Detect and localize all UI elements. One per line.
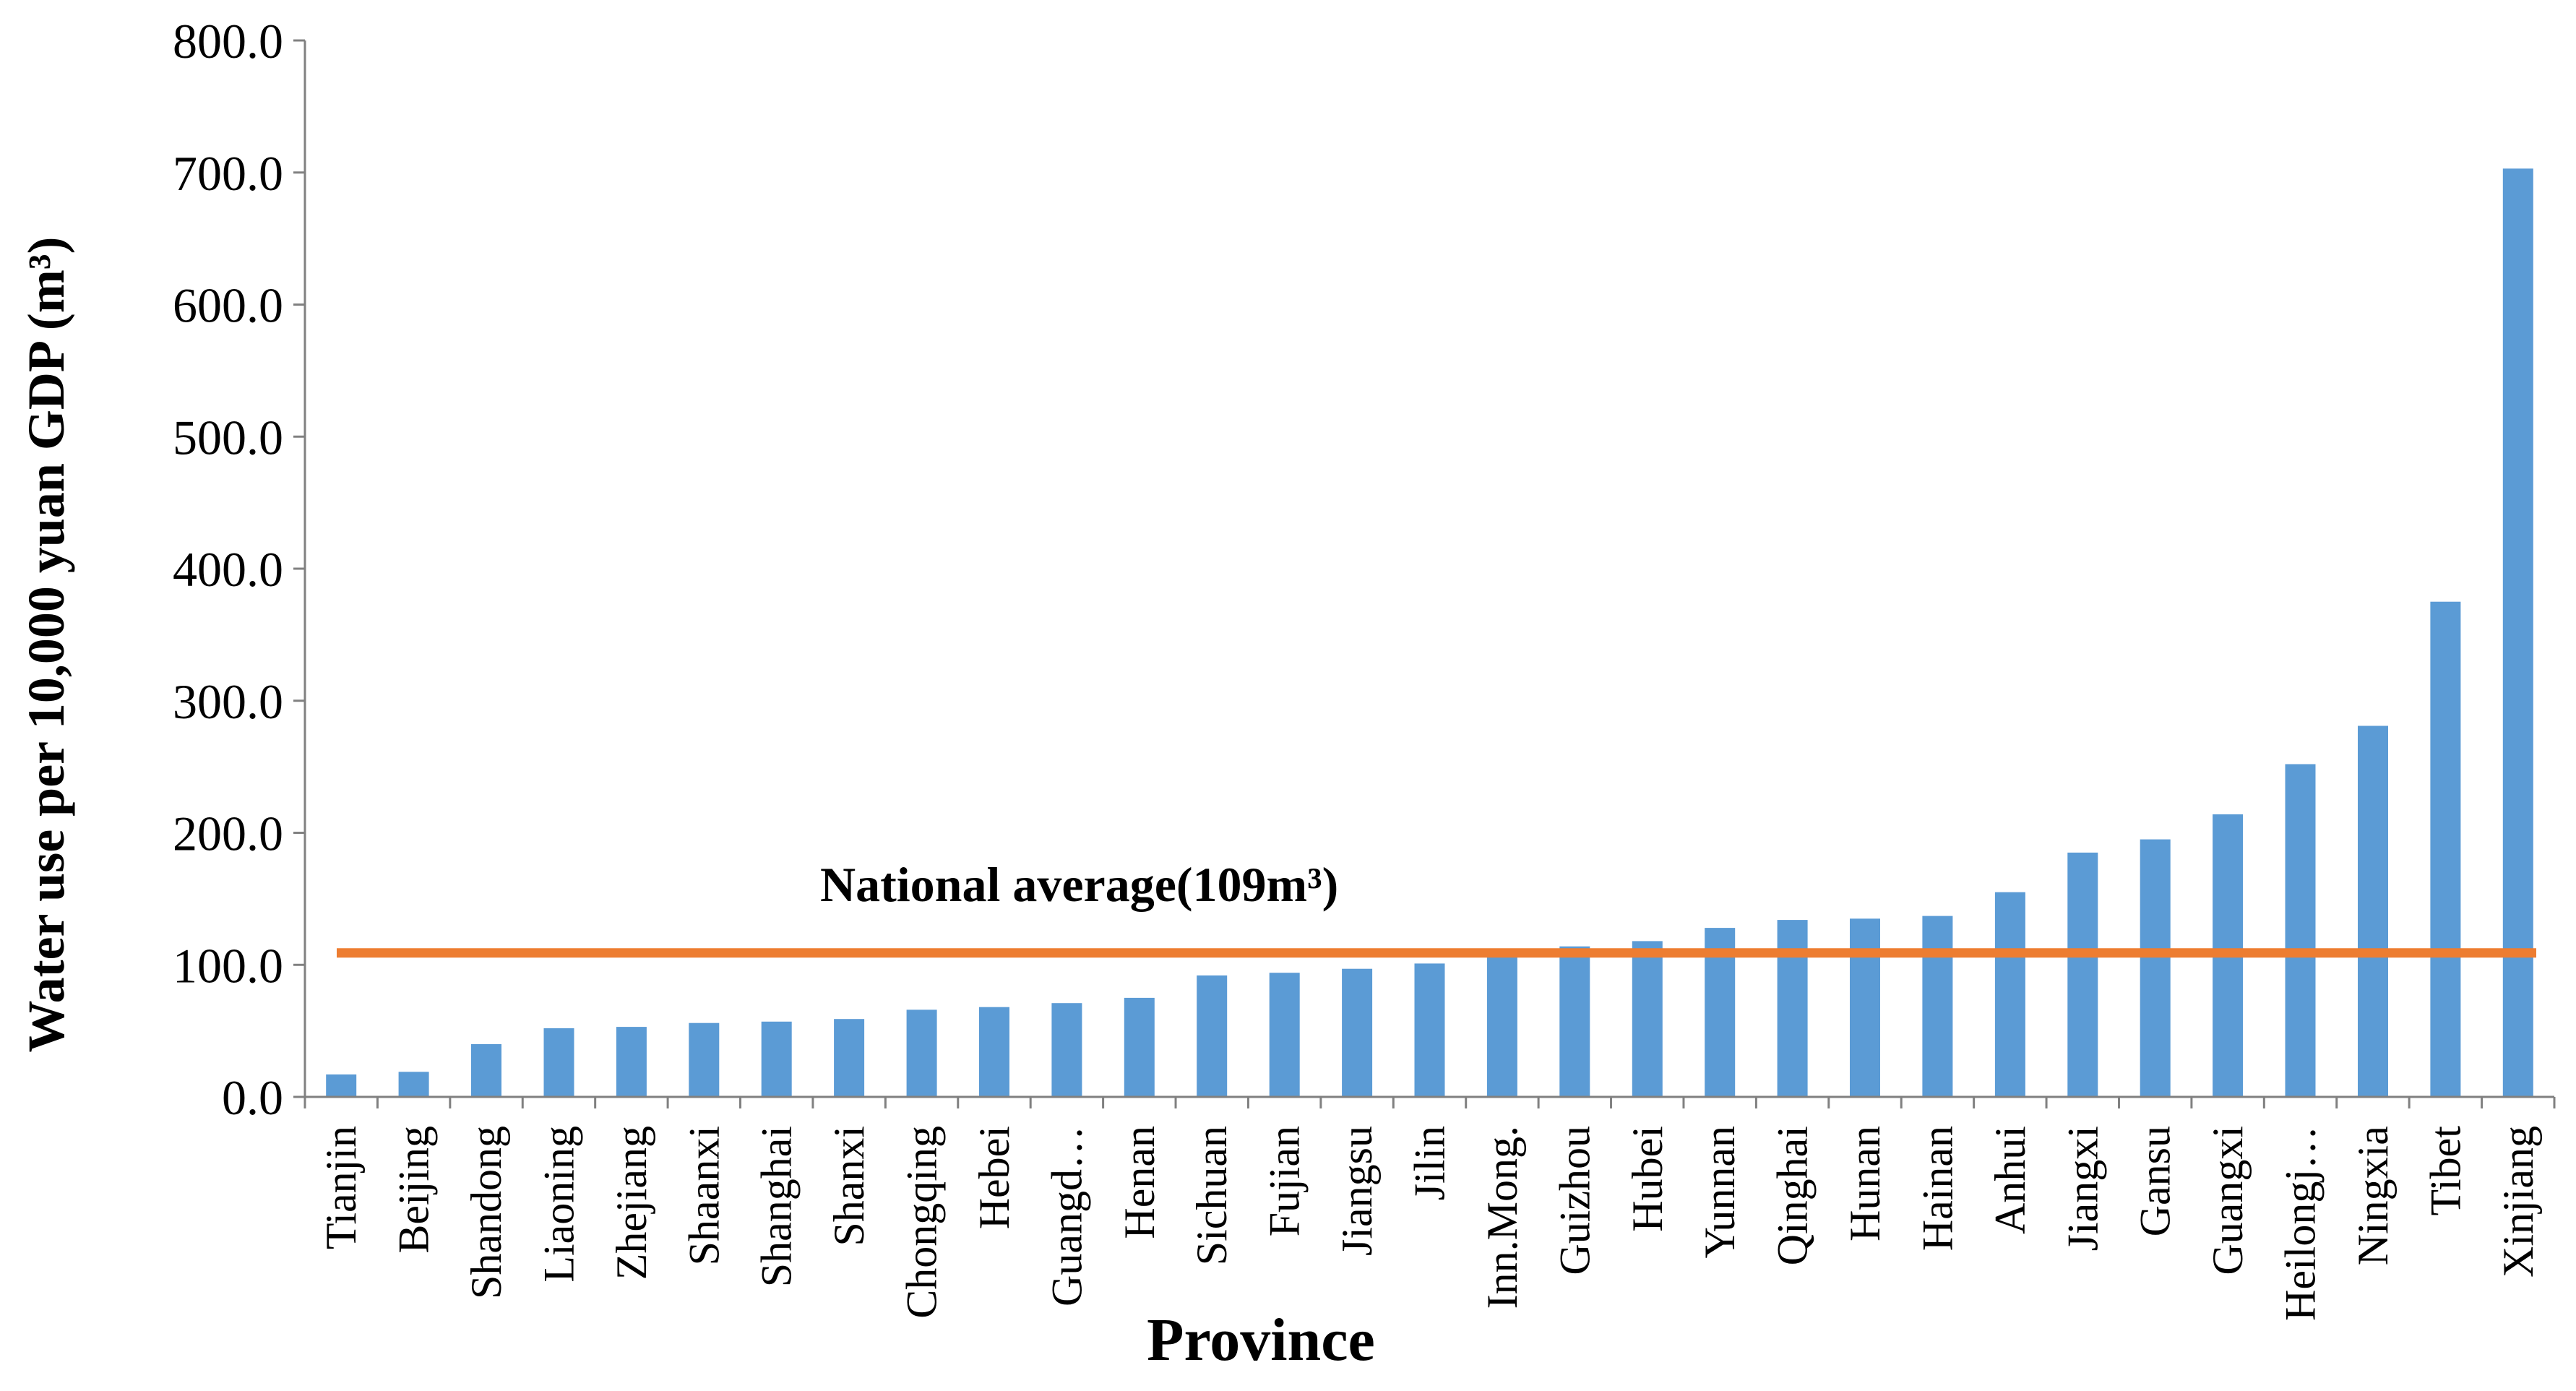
x-tick-label: Inn.Mong. — [1478, 1126, 1526, 1309]
x-tick-label: Shaanxi — [680, 1126, 728, 1265]
national-average-label: National average(109m³) — [820, 857, 1338, 912]
y-tick-label: 600.0 — [173, 278, 283, 333]
x-tick-label: Guangd… — [1043, 1126, 1090, 1306]
x-tick-label: Anhui — [1986, 1126, 2034, 1234]
bar-guizhou — [1559, 946, 1590, 1097]
y-tick-label: 500.0 — [173, 410, 283, 465]
x-tick-label: Qinghai — [1769, 1126, 1817, 1265]
bar-hunan — [1850, 918, 1880, 1097]
y-tick-label: 700.0 — [173, 146, 283, 201]
y-tick-label: 400.0 — [173, 542, 283, 597]
bar-zhejiang — [616, 1027, 647, 1097]
x-tick-label: Guizhou — [1551, 1126, 1598, 1275]
y-tick-label: 800.0 — [173, 14, 283, 69]
bar-tibet — [2430, 601, 2461, 1097]
y-tick-label: 200.0 — [173, 806, 283, 861]
bar-anhui — [1994, 892, 2025, 1097]
bar-heilongj — [2285, 764, 2316, 1097]
x-tick-label: Shanxi — [825, 1126, 873, 1246]
bar-jiangsu — [1342, 968, 1373, 1097]
x-tick-label: Fujian — [1261, 1126, 1309, 1236]
x-tick-label: Tibet — [2421, 1126, 2469, 1216]
x-tick-label: Sichuan — [1188, 1126, 1236, 1265]
bar-qinghai — [1777, 920, 1808, 1097]
x-axis-title: Province — [1147, 1306, 1375, 1374]
x-tick-label: Xinjiang — [2494, 1126, 2542, 1278]
x-tick-label: Hubei — [1624, 1126, 1671, 1232]
bar-beijing — [398, 1072, 429, 1097]
y-axis-title: Water use per 10,000 yuan GDP (m³) — [17, 237, 75, 1053]
x-tick-label: Heilongj… — [2277, 1126, 2325, 1321]
x-tick-label: Jiangxi — [2059, 1126, 2106, 1251]
bar-hebei — [979, 1007, 1009, 1097]
x-ticks-group: Tianjin Beijing Shandong Liaoning Zhejiang Sh… — [303, 1097, 2556, 1321]
bar-chongqing — [906, 1009, 937, 1097]
y-tick-label: 300.0 — [173, 674, 283, 729]
bar-liaoning — [543, 1028, 574, 1097]
x-tick-label: Guangxi — [2204, 1126, 2252, 1275]
bar-xinjiang — [2502, 168, 2533, 1097]
bar-gansu — [2140, 839, 2171, 1097]
x-tick-label: Ningxia — [2349, 1126, 2397, 1265]
x-tick-label: Chongqing — [898, 1126, 946, 1319]
x-tick-label: Beijing — [390, 1126, 438, 1254]
x-tick-label: Shandong — [462, 1126, 510, 1299]
x-tick-label: Liaoning — [535, 1126, 583, 1283]
bar-jilin — [1414, 963, 1445, 1097]
y-tick-label: 0.0 — [222, 1070, 283, 1125]
bar-henan — [1124, 997, 1155, 1097]
bar-shanxi — [834, 1019, 865, 1097]
x-tick-label: Hunan — [1841, 1126, 1889, 1241]
bar-tianjin — [326, 1074, 357, 1097]
x-tick-label: Jilin — [1406, 1126, 1454, 1200]
x-tick-label: Tianjin — [317, 1126, 365, 1249]
bar-guangd — [1051, 1003, 1082, 1097]
x-tick-label: Hebei — [970, 1126, 1018, 1229]
bar-fujian — [1269, 973, 1300, 1097]
bar-hubei — [1632, 941, 1663, 1097]
x-tick-label: Yunnan — [1696, 1126, 1744, 1258]
bar-shanghai — [761, 1021, 792, 1097]
y-tick-label: 100.0 — [173, 938, 283, 993]
x-tick-label: Zhejiang — [608, 1126, 655, 1280]
bar-jiangxi — [2067, 852, 2098, 1097]
bar-ningxia — [2358, 725, 2388, 1097]
x-tick-label: Hainan — [1913, 1126, 1961, 1251]
x-tick-label: Henan — [1116, 1126, 1163, 1239]
x-tick-label: Shanghai — [753, 1126, 801, 1287]
bar-sichuan — [1197, 975, 1228, 1097]
bar-shandong — [471, 1043, 501, 1097]
bar-inn-mong — [1486, 952, 1517, 1097]
bar-shaanxi — [689, 1022, 720, 1097]
y-ticks-group: 0.0 100.0 200.0 300.0 400.0 500.0 600.0 700.0 80… — [173, 14, 305, 1125]
x-tick-label: Jiangsu — [1333, 1126, 1381, 1256]
bar-hainan — [1922, 916, 1953, 1097]
x-tick-label: Gansu — [2132, 1126, 2179, 1236]
